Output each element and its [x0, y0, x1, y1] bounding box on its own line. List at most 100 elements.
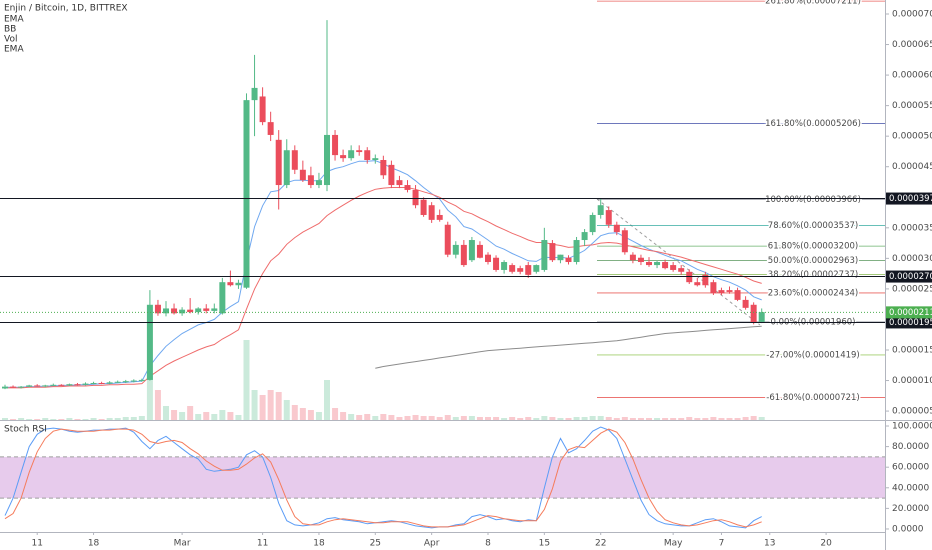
- volume-bar: [485, 417, 491, 420]
- candle-body: [452, 244, 459, 255]
- stoch-band: [0, 456, 885, 499]
- volume-bar: [251, 390, 258, 420]
- fib-label: 78.60%(0.00003537): [768, 221, 858, 231]
- x-tick-label: May: [664, 539, 683, 549]
- volume-bar: [299, 408, 306, 420]
- volume-bar: [275, 392, 282, 420]
- candle-body: [163, 308, 169, 314]
- candle-body: [291, 150, 298, 170]
- candle-body: [82, 383, 89, 385]
- candle-body: [187, 309, 194, 313]
- y-tick-label: 0.00002500: [892, 284, 932, 294]
- indicator-label: EMA: [4, 45, 24, 55]
- candle-body: [348, 150, 355, 159]
- volume-bar: [10, 419, 17, 420]
- candle-body: [267, 122, 274, 135]
- volume-bar: [694, 418, 701, 420]
- volume-bar: [90, 418, 97, 420]
- candle-body: [10, 386, 17, 388]
- volume-bar: [734, 418, 741, 420]
- x-tick-label: 15: [539, 539, 550, 549]
- volume-bar: [364, 414, 371, 420]
- x-tick-label: 18: [88, 539, 100, 549]
- price-box: [886, 270, 932, 283]
- volume-bar: [750, 416, 757, 420]
- candle-body: [219, 282, 226, 314]
- volume-bar: [66, 418, 73, 420]
- candle-body: [605, 210, 612, 225]
- candle-body: [468, 240, 475, 261]
- candle-body: [428, 205, 435, 220]
- volume-bar: [404, 416, 411, 420]
- fib-label: 100.00%(0.00003966): [765, 195, 861, 205]
- volume-bar: [50, 419, 57, 420]
- candle-body: [565, 257, 572, 263]
- volume-bar: [581, 417, 588, 420]
- y-tick-label: 0.00000500: [892, 407, 932, 417]
- volume-bar: [565, 418, 572, 420]
- candle-body: [227, 282, 234, 286]
- candle-body: [694, 282, 701, 286]
- trend-line: [596, 198, 761, 326]
- price-box: [886, 316, 932, 329]
- candle-body: [315, 180, 322, 186]
- candle-body: [122, 381, 129, 383]
- candle-body: [18, 386, 25, 388]
- volume-bar: [356, 415, 363, 420]
- x-tick-label: 11: [31, 539, 42, 549]
- volume-bar: [573, 417, 580, 420]
- candle-body: [613, 224, 620, 233]
- y-tick-label: 20.0000: [892, 504, 929, 514]
- volume-bar: [726, 418, 733, 420]
- indicator-line: [375, 325, 762, 369]
- fib-label: 61.80%(0.00003200): [768, 242, 858, 252]
- candle-body: [549, 243, 556, 261]
- candle-body: [372, 158, 379, 160]
- volume-bar: [654, 418, 661, 420]
- volume-bar: [348, 414, 355, 420]
- volume-bar: [146, 375, 153, 420]
- x-tick-label: 11: [257, 539, 268, 549]
- indicator-label: BB: [4, 25, 16, 35]
- volume-bar: [2, 418, 8, 420]
- price-box-label: 0.00002702: [889, 272, 932, 282]
- volume-bar: [219, 410, 226, 420]
- candle-body: [106, 382, 113, 384]
- x-tick-label: 18: [313, 539, 325, 549]
- volume-bar: [742, 417, 749, 420]
- volume-bar: [163, 406, 169, 420]
- candle-body: [662, 262, 669, 269]
- x-tick-label: 8: [485, 539, 491, 549]
- volume-bar: [74, 419, 81, 420]
- candle-body: [26, 385, 33, 387]
- candle-body: [380, 159, 387, 176]
- candle-body: [412, 189, 419, 206]
- volume-bar: [243, 340, 250, 420]
- volume-bar: [460, 416, 467, 420]
- candle-body: [654, 262, 661, 266]
- candle-body: [517, 268, 524, 272]
- volume-bar: [154, 390, 161, 420]
- candle-body: [130, 380, 137, 382]
- volume-bar: [493, 417, 500, 420]
- candle-body: [364, 150, 371, 160]
- candle-body: [58, 384, 65, 386]
- x-tick-label: 20: [820, 539, 832, 549]
- volume-bar: [637, 418, 644, 420]
- candle-body: [670, 265, 677, 270]
- candle-body: [114, 381, 121, 383]
- volume-bar: [758, 417, 765, 420]
- candle-body: [324, 134, 330, 186]
- candle-body: [678, 268, 685, 272]
- volume-bar: [476, 417, 483, 420]
- x-tick-label: Mar: [174, 539, 191, 549]
- fib-label: -27.00%(0.00001419): [766, 350, 859, 360]
- volume-bar: [396, 417, 403, 420]
- volume-bar: [557, 418, 564, 420]
- volume-bar: [203, 412, 210, 420]
- candle-body: [621, 230, 628, 253]
- candle-body: [98, 382, 105, 384]
- candle-body: [404, 185, 411, 190]
- volume-bar: [541, 416, 548, 420]
- volume-bar: [549, 417, 556, 420]
